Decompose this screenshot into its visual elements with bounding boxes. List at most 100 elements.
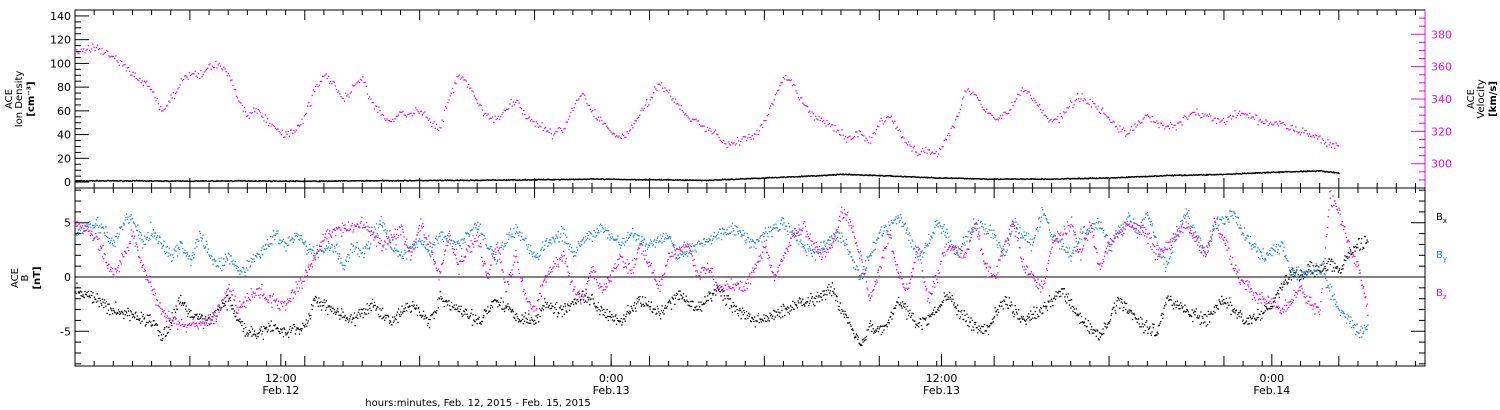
bx-series-point bbox=[284, 328, 286, 330]
bx-series-point bbox=[75, 292, 77, 295]
velocity-series-point bbox=[1001, 117, 1003, 119]
bx-series-point bbox=[209, 314, 211, 316]
bx-series-point bbox=[367, 312, 370, 314]
bx-series-point bbox=[1043, 305, 1045, 308]
velocity-series-point bbox=[1083, 98, 1086, 100]
velocity-series-point bbox=[116, 60, 118, 62]
velocity-series-point bbox=[934, 152, 936, 155]
bx-series-point bbox=[506, 305, 508, 307]
density-series-point bbox=[1170, 174, 1172, 177]
bx-series-point bbox=[1254, 318, 1256, 320]
density-series-point bbox=[101, 180, 103, 182]
velocity-series-point bbox=[1236, 114, 1238, 116]
velocity-series-point bbox=[87, 44, 89, 47]
bx-series-point bbox=[1121, 298, 1123, 301]
velocity-series-point bbox=[492, 116, 494, 118]
velocity-series-point bbox=[250, 112, 253, 114]
bx-series-point bbox=[389, 320, 391, 322]
density-series-point bbox=[1284, 170, 1286, 173]
velocity-series-point bbox=[488, 118, 490, 120]
density-series-point bbox=[1302, 171, 1304, 173]
bx-series-point bbox=[653, 308, 655, 310]
bx-series-point bbox=[1193, 310, 1195, 312]
density-series-point bbox=[205, 180, 207, 182]
velocity-series-point bbox=[188, 72, 190, 74]
density-series-point bbox=[503, 179, 506, 181]
density-series-point bbox=[268, 180, 270, 182]
bx-series-point bbox=[385, 317, 387, 319]
density-series-point bbox=[1153, 175, 1155, 177]
velocity-series-point bbox=[859, 130, 861, 133]
density-series-point bbox=[1144, 176, 1146, 178]
bx-series-point bbox=[473, 319, 475, 321]
velocity-series-point bbox=[558, 126, 560, 129]
bx-series-point bbox=[755, 320, 758, 322]
bx-series-point bbox=[435, 312, 437, 314]
bx-series-point bbox=[872, 328, 874, 330]
velocity-series-point bbox=[93, 46, 95, 48]
bx-series-point bbox=[739, 307, 741, 310]
density-series-point bbox=[1133, 176, 1136, 178]
velocity-series-point bbox=[739, 144, 741, 146]
bx-series-point bbox=[176, 308, 178, 310]
bx-series-point bbox=[185, 305, 187, 307]
density-series-point bbox=[79, 180, 81, 182]
bx-series-point bbox=[510, 308, 512, 311]
bx-series-point bbox=[487, 306, 489, 308]
velocity-series-point bbox=[740, 141, 742, 143]
bx-series-point bbox=[1276, 293, 1278, 296]
velocity-series-point bbox=[634, 119, 636, 122]
bx-series-point bbox=[601, 309, 604, 311]
velocity-series-point bbox=[1292, 129, 1295, 131]
velocity-series-point bbox=[302, 122, 304, 125]
velocity-series-point bbox=[1330, 146, 1333, 149]
bx-series-point bbox=[397, 321, 399, 324]
density-series-point bbox=[322, 180, 324, 182]
velocity-series-point bbox=[773, 99, 775, 101]
bx-series-point bbox=[697, 308, 699, 311]
velocity-series-point bbox=[1244, 113, 1246, 115]
density-series-point bbox=[196, 180, 198, 182]
bx-series-point bbox=[825, 299, 827, 301]
bx-series-point bbox=[851, 328, 854, 330]
velocity-series-point bbox=[1030, 98, 1033, 100]
velocity-series-point bbox=[1082, 100, 1084, 102]
density-series-point bbox=[252, 180, 254, 182]
velocity-series-point bbox=[793, 83, 795, 86]
velocity-series-point bbox=[713, 131, 716, 133]
bx-series-point bbox=[1040, 308, 1043, 310]
bx-series-point bbox=[1050, 298, 1053, 300]
velocity-series-point bbox=[325, 73, 327, 75]
velocity-series-point bbox=[647, 105, 649, 107]
bx-series-point bbox=[1052, 298, 1055, 300]
density-series-point bbox=[175, 180, 177, 182]
velocity-series-point bbox=[238, 100, 240, 102]
density-series-point bbox=[1222, 174, 1224, 176]
density-series-point bbox=[882, 175, 884, 177]
velocity-series-point bbox=[404, 114, 406, 116]
density-series-point bbox=[914, 176, 916, 178]
velocity-series-point bbox=[341, 97, 343, 99]
density-series-point bbox=[451, 180, 453, 182]
density-series-point bbox=[231, 180, 234, 183]
bx-series-point bbox=[902, 301, 904, 303]
density-series-point bbox=[444, 179, 446, 181]
density-series-point bbox=[713, 179, 715, 181]
bx-series-point bbox=[823, 294, 825, 296]
velocity-series-point bbox=[1020, 90, 1022, 92]
velocity-series-point bbox=[224, 68, 226, 70]
bx-series-point bbox=[1240, 316, 1242, 318]
density-series-point bbox=[1064, 177, 1067, 180]
bx-series-point bbox=[999, 305, 1001, 308]
bx-series-point bbox=[431, 314, 433, 316]
bx-series-point bbox=[449, 304, 451, 307]
velocity-series-point bbox=[541, 122, 543, 124]
velocity-series-point bbox=[769, 107, 771, 109]
bx-series-point bbox=[500, 297, 502, 299]
velocity-series-point bbox=[1290, 125, 1292, 127]
density-series-point bbox=[1241, 173, 1243, 175]
velocity-series-point bbox=[104, 51, 107, 53]
velocity-series-point bbox=[1122, 127, 1125, 129]
velocity-series-point bbox=[1251, 116, 1253, 118]
bx-series-point bbox=[762, 320, 764, 322]
